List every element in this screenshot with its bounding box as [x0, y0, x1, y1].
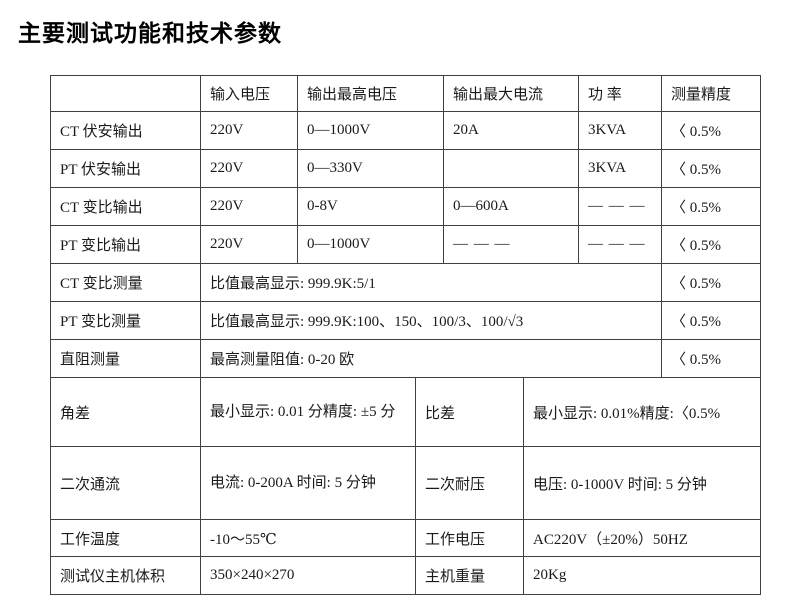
cell-measure-value: 比值最高显示: 999.9K:5/1 [199, 263, 663, 302]
page-title: 主要测试功能和技术参数 [18, 21, 282, 46]
cell-max-voltage: 0—330V [296, 149, 445, 188]
row-label: CT 变比输出 [50, 187, 201, 226]
table-row: CT 伏安输出 220V 0—1000V 20A 3KVA 〈 0.5% [50, 111, 762, 150]
row-label: 测试仪主机体积 [50, 556, 201, 595]
row-label: 比差 [414, 377, 525, 447]
cell-accuracy: 〈 0.5% [661, 339, 762, 378]
cell-input-voltage: 220V [200, 187, 298, 226]
row-label: 二次耐压 [414, 446, 525, 520]
header-cell-max-current: 输出最大电流 [443, 75, 580, 112]
row-label: 角差 [50, 377, 201, 447]
table-row: 测试仪主机体积 350×240×270 主机重量 20Kg [50, 556, 762, 595]
cell-max-voltage: 0—1000V [296, 111, 445, 150]
cell-power: 3KVA [578, 111, 663, 150]
table-row: 二次通流 电流: 0-200A 时间: 5 分钟 二次耐压 电压: 0-1000… [50, 446, 762, 520]
cell-power: — — — [578, 225, 663, 264]
table-row: CT 变比测量 比值最高显示: 999.9K:5/1 〈 0.5% [50, 263, 762, 302]
row-label: PT 变比测量 [50, 301, 201, 340]
cell-max-current [443, 149, 580, 188]
header-cell-power: 功 率 [578, 75, 663, 112]
table-row: 直阻测量 最高测量阻值: 0-20 欧 〈 0.5% [50, 339, 762, 378]
cell-accuracy: 〈 0.5% [661, 301, 762, 340]
cell-measure-value: 最高测量阻值: 0-20 欧 [199, 339, 663, 378]
spec-table: 输入电压 输出最高电压 输出最大电流 功 率 测量精度 CT 伏安输出 220V… [50, 75, 762, 595]
cell-accuracy: 〈 0.5% [661, 225, 762, 264]
row-label: 主机重量 [414, 556, 525, 595]
cell-accuracy: 〈 0.5% [661, 149, 762, 188]
table-row: 角差 最小显示: 0.01 分精度: ±5 分 比差 最小显示: 0.01%精度… [50, 377, 762, 447]
header-cell-blank [50, 75, 201, 112]
cell-max-current: 0—600A [443, 187, 580, 226]
cell-input-voltage: 220V [200, 149, 298, 188]
cell-max-current: 20A [443, 111, 580, 150]
cell-max-voltage: 0—1000V [296, 225, 445, 264]
row-label: CT 变比测量 [50, 263, 201, 302]
cell-pair-value: AC220V（±20%）50HZ [523, 519, 762, 557]
header-cell-accuracy: 测量精度 [661, 75, 762, 112]
cell-pair-value: 20Kg [523, 556, 762, 595]
cell-pair-value: -10～55℃ [200, 519, 416, 557]
cell-input-voltage: 220V [200, 111, 298, 150]
row-label: 二次通流 [50, 446, 201, 520]
table-row: PT 变比测量 比值最高显示: 999.9K:100、150、100/3、100… [50, 301, 762, 340]
row-label: 工作电压 [414, 519, 525, 557]
header-cell-max-voltage: 输出最高电压 [296, 75, 445, 112]
table-row: 工作温度 -10～55℃ 工作电压 AC220V（±20%）50HZ [50, 519, 762, 557]
cell-measure-value: 比值最高显示: 999.9K:100、150、100/3、100/√3 [199, 301, 663, 340]
cell-accuracy: 〈 0.5% [661, 111, 762, 150]
row-label: 直阻测量 [50, 339, 201, 378]
cell-pair-value: 最小显示: 0.01 分精度: ±5 分 [200, 377, 416, 447]
row-label: 工作温度 [50, 519, 201, 557]
cell-power: — — — [578, 187, 663, 226]
cell-pair-value: 350×240×270 [200, 556, 416, 595]
cell-pair-value: 电流: 0-200A 时间: 5 分钟 [200, 446, 416, 520]
cell-pair-value: 最小显示: 0.01%精度:〈0.5% [523, 377, 762, 447]
header-cell-input-voltage: 输入电压 [200, 75, 298, 112]
cell-power: 3KVA [578, 149, 663, 188]
cell-accuracy: 〈 0.5% [661, 187, 762, 226]
row-label: PT 变比输出 [50, 225, 201, 264]
table-row: PT 变比输出 220V 0—1000V — — — — — — 〈 0.5% [50, 225, 762, 264]
cell-max-voltage: 0-8V [296, 187, 445, 226]
row-label: CT 伏安输出 [50, 111, 201, 150]
header-row: 输入电压 输出最高电压 输出最大电流 功 率 测量精度 [50, 75, 762, 112]
row-label: PT 伏安输出 [50, 149, 201, 188]
table-row: CT 变比输出 220V 0-8V 0—600A — — — 〈 0.5% [50, 187, 762, 226]
cell-pair-value: 电压: 0-1000V 时间: 5 分钟 [523, 446, 762, 520]
cell-input-voltage: 220V [200, 225, 298, 264]
cell-accuracy: 〈 0.5% [661, 263, 762, 302]
table-row: PT 伏安输出 220V 0—330V 3KVA 〈 0.5% [50, 149, 762, 188]
cell-max-current: — — — [443, 225, 580, 264]
